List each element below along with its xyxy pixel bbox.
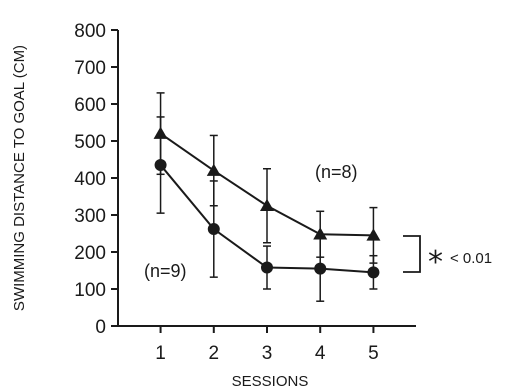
- y-tick-label: 300: [74, 206, 106, 227]
- x-tick-label: 4: [315, 343, 326, 364]
- data-point-circle: [367, 266, 380, 279]
- series-b-annotation: (n=9): [144, 261, 187, 281]
- series-a-annotation: (n=8): [315, 162, 358, 182]
- x-axis-title: SESSIONS: [232, 373, 309, 390]
- y-tick-label: 600: [74, 95, 106, 116]
- data-point-triangle: [206, 163, 221, 176]
- x-tick-label: 1: [155, 343, 166, 364]
- data-point-circle: [314, 262, 327, 275]
- y-ticks: 0 100 200 300 400 500 600 700 800: [74, 21, 118, 338]
- x-ticks: 1 2 3 4 5: [155, 326, 379, 364]
- significance-bracket: [403, 235, 421, 273]
- x-tick-label: 3: [262, 343, 273, 364]
- y-tick-label: 500: [74, 132, 106, 153]
- data-point-circle: [207, 223, 220, 236]
- data-point-circle: [261, 261, 273, 274]
- data-point-circle: [154, 159, 167, 172]
- y-tick-label: 200: [74, 243, 106, 264]
- y-tick-label: 800: [74, 21, 106, 42]
- data-point-triangle: [260, 198, 274, 211]
- y-tick-label: 0: [95, 317, 106, 338]
- x-tick-label: 2: [208, 343, 219, 364]
- y-tick-label: 400: [74, 169, 106, 190]
- series-layer: [153, 92, 381, 302]
- data-point-triangle: [366, 228, 381, 241]
- series-circle: [154, 116, 380, 302]
- significance-star: *: [428, 245, 443, 280]
- y-tick-label: 700: [74, 58, 106, 79]
- significance-text: < 0.01: [450, 250, 492, 267]
- x-tick-label: 5: [368, 343, 379, 364]
- y-tick-label: 100: [74, 280, 106, 301]
- y-axis-title: SWIMMING DISTANCE TO GOAL (CM): [11, 45, 28, 311]
